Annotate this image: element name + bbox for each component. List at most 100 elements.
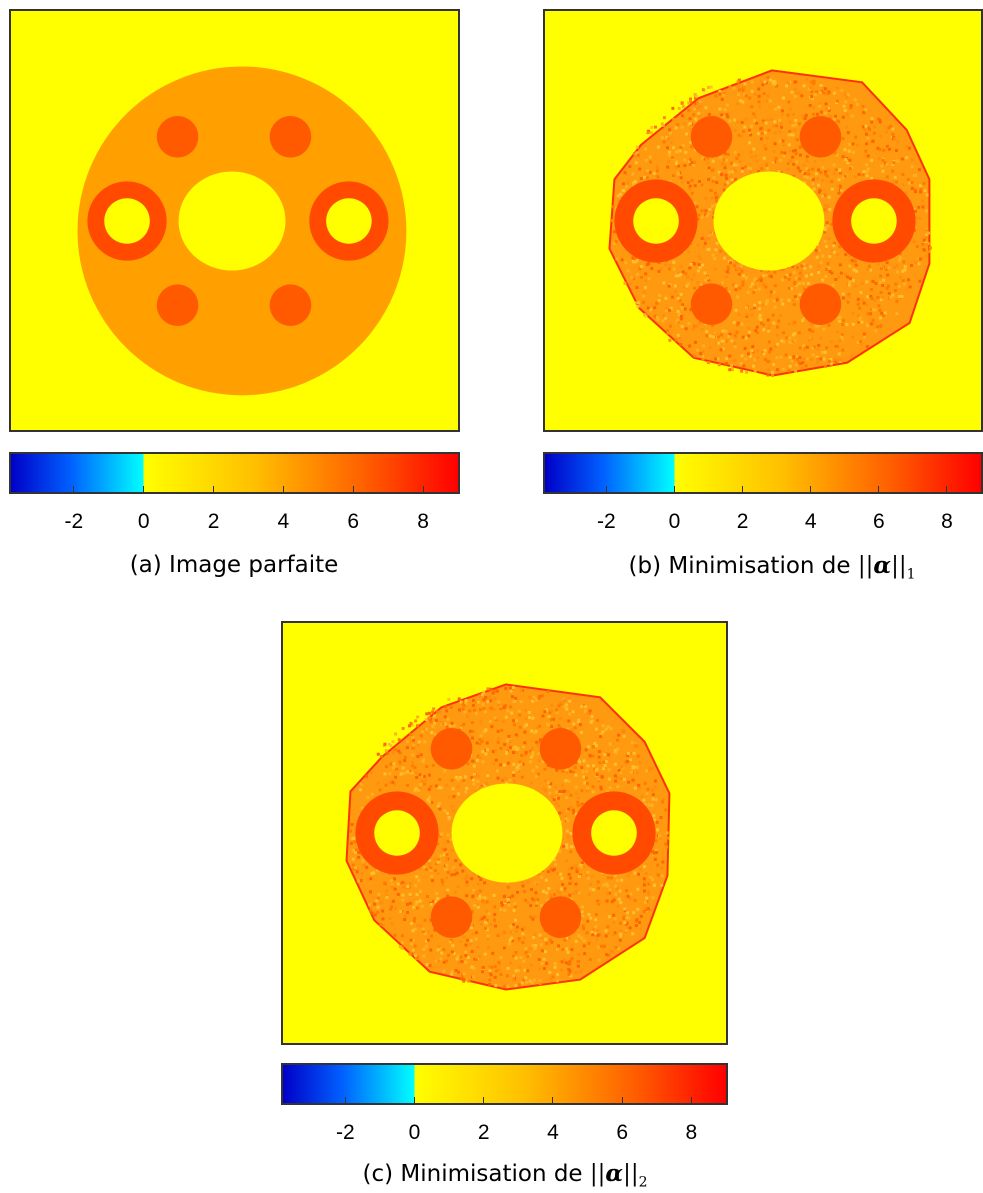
noise-speckle [479, 878, 483, 882]
noise-speckle [580, 861, 584, 865]
noise-speckle [763, 143, 767, 147]
noise-speckle [559, 726, 563, 730]
noise-speckle [549, 718, 553, 722]
noise-speckle [571, 710, 575, 714]
noise-speckle [509, 689, 513, 693]
noise-speckle [630, 741, 634, 745]
noise-speckle [837, 191, 841, 195]
noise-speckle [606, 892, 610, 896]
noise-speckle [824, 204, 827, 208]
noise-speckle [523, 741, 527, 745]
noise-speckle [605, 882, 609, 886]
noise-speckle [721, 115, 725, 119]
noise-speckle [622, 777, 626, 781]
noise-speckle [593, 767, 597, 771]
noise-speckle [792, 162, 796, 166]
noise-speckle [447, 817, 451, 821]
noise-speckle [803, 266, 807, 270]
noise-speckle [571, 808, 575, 812]
noise-speckle [762, 92, 766, 96]
noise-speckle [686, 282, 690, 286]
noise-speckle [737, 92, 741, 96]
noise-speckle [699, 283, 703, 286]
noise-speckle [656, 873, 660, 877]
noise-speckle [811, 178, 815, 182]
noise-speckle [660, 874, 664, 878]
noise-speckle [449, 705, 453, 709]
noise-speckle [476, 759, 480, 762]
noise-speckle [679, 314, 683, 318]
noise-speckle [860, 342, 864, 346]
noise-speckle [534, 915, 538, 919]
noise-speckle [514, 929, 518, 933]
noise-speckle [771, 161, 775, 165]
noise-speckle [742, 274, 745, 278]
noise-speckle [657, 299, 661, 303]
noise-speckle [370, 872, 374, 875]
noise-speckle [569, 974, 573, 978]
noise-speckle [446, 871, 450, 875]
noise-speckle [515, 751, 518, 755]
noise-speckle [761, 83, 765, 87]
noise-speckle [666, 137, 670, 141]
noise-speckle [910, 158, 914, 162]
noise-speckle [499, 972, 503, 976]
noise-speckle [732, 163, 736, 167]
colorbar-tick-label: 2 [207, 510, 220, 533]
noise-speckle [836, 119, 840, 123]
noise-speckle [613, 762, 617, 766]
noise-speckle [352, 867, 356, 871]
noise-speckle [613, 774, 617, 778]
noise-speckle [446, 833, 450, 837]
noise-speckle [703, 241, 707, 245]
noise-speckle [837, 319, 841, 323]
colorbar-tick-mark [352, 486, 354, 492]
noise-speckle [440, 878, 444, 882]
noise-speckle [805, 155, 809, 159]
noise-speckle [597, 900, 601, 904]
noise-speckle [677, 271, 681, 275]
noise-speckle [524, 976, 528, 980]
noise-speckle [788, 273, 792, 277]
noise-speckle [736, 321, 740, 325]
noise-speckle [733, 334, 737, 337]
noise-speckle [555, 979, 559, 983]
noise-speckle [442, 960, 446, 964]
noise-speckle [531, 699, 535, 703]
noise-speckle [791, 155, 795, 159]
noise-speckle [415, 900, 419, 904]
perfect-image [9, 9, 460, 432]
noise-speckle [853, 98, 857, 102]
noise-speckle [559, 820, 563, 823]
noise-speckle [869, 268, 873, 272]
noise-speckle [530, 729, 534, 733]
noise-speckle [794, 160, 798, 164]
noise-speckle [552, 717, 556, 721]
noise-speckle [787, 298, 791, 302]
noise-speckle [623, 921, 627, 925]
noise-speckle [394, 766, 398, 770]
noise-speckle [808, 338, 812, 342]
noise-speckle [510, 711, 514, 715]
noise-speckle [815, 360, 819, 364]
noise-speckle [573, 765, 577, 769]
noise-speckle [781, 267, 785, 271]
colorbar-tick-label: -2 [64, 510, 84, 533]
noise-speckle [564, 961, 568, 965]
noise-speckle [536, 772, 540, 776]
noise-speckle [744, 357, 748, 361]
noise-speckle [550, 725, 554, 728]
noise-speckle [589, 883, 593, 886]
noise-speckle [829, 357, 833, 361]
noise-speckle [746, 290, 750, 294]
noise-speckle [764, 121, 768, 125]
noise-speckle [815, 90, 819, 94]
noise-speckle [521, 881, 525, 885]
noise-speckle [922, 238, 926, 242]
noise-speckle [762, 156, 766, 160]
noise-speckle [718, 155, 722, 159]
noise-speckle [748, 354, 752, 358]
noise-speckle [509, 705, 513, 709]
noise-speckle [597, 749, 601, 753]
noise-speckle [895, 270, 899, 274]
